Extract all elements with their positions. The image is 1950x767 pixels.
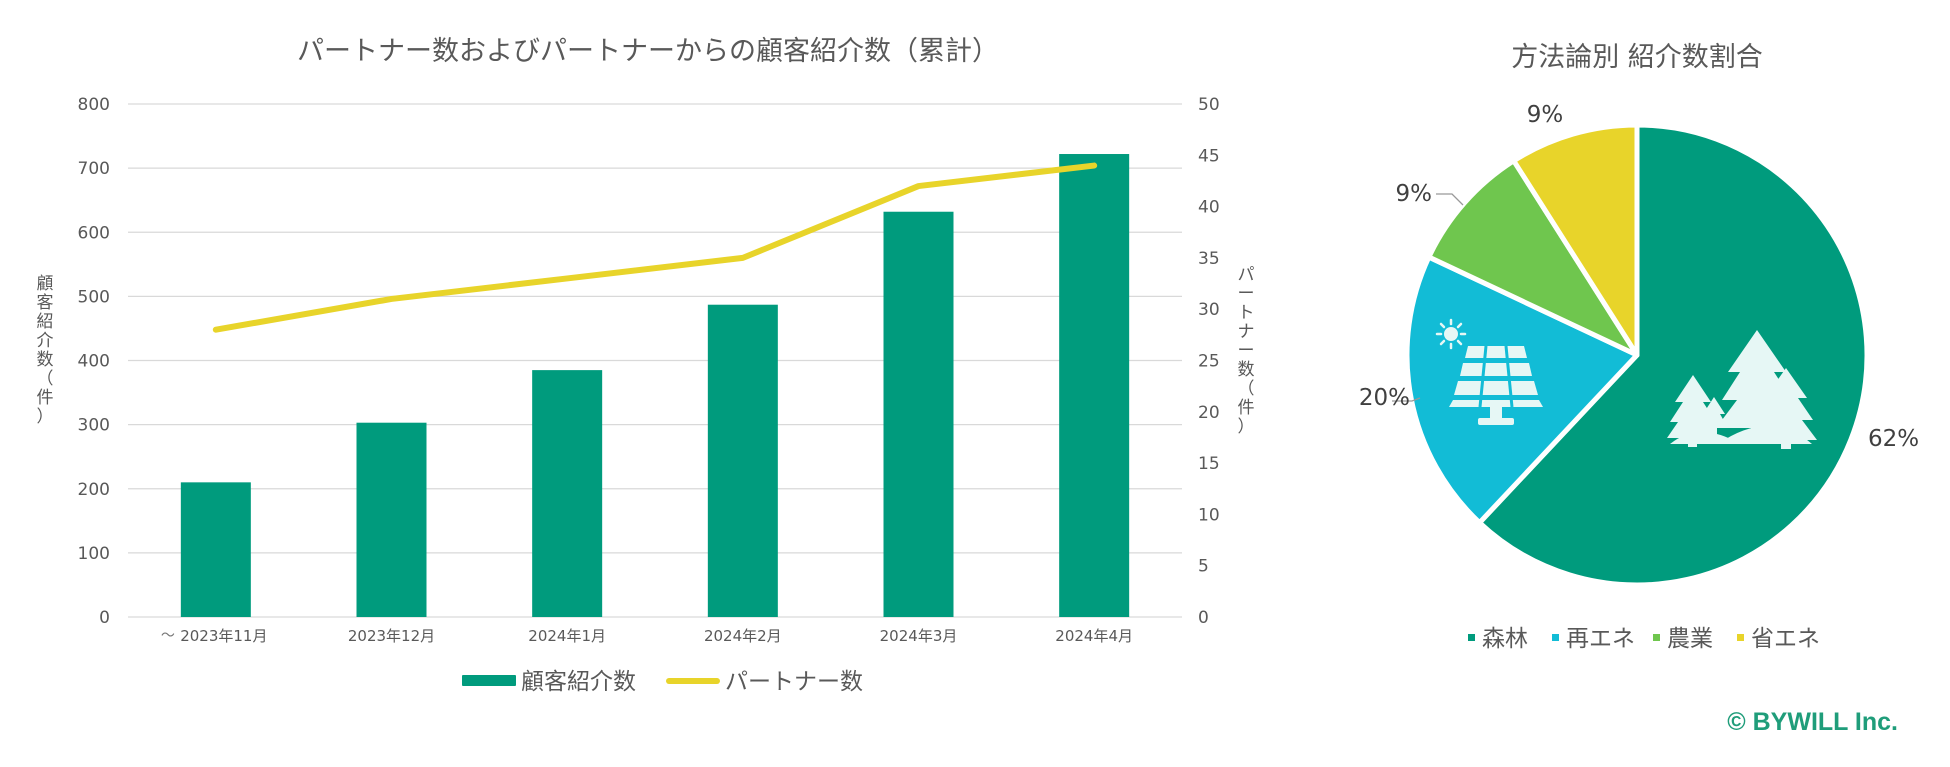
bar	[707, 304, 778, 617]
left-tick-label: 100	[78, 544, 110, 564]
left-tick-label: 0	[99, 608, 110, 628]
left-axis-ticks: 0 100 200 300 400 500 600 700 800	[78, 95, 110, 628]
pie-legend-label: 省エネ	[1751, 626, 1820, 652]
x-tick-label: 2023年11月	[180, 627, 267, 645]
right-tick-label: 25	[1198, 352, 1220, 372]
pie-slice-label: 9%	[1527, 102, 1564, 128]
right-tick-label: 5	[1198, 557, 1209, 577]
pie-legend-swatch	[1737, 634, 1744, 641]
pie-labels: 62% 20% 9% 9%	[1359, 102, 1919, 452]
grid	[128, 103, 1182, 618]
bar	[356, 422, 427, 617]
left-tick-label: 300	[78, 416, 110, 436]
pie-legend-swatch	[1653, 634, 1660, 641]
pie-leader-line	[1436, 193, 1464, 206]
pie-chart: 方法論別 紹介数割合 62% 20% 9% 9%	[1359, 42, 1919, 652]
pie-slice-label: 62%	[1868, 426, 1919, 452]
combo-chart-title: パートナー数およびパートナーからの顧客紹介数（累計）	[297, 36, 999, 67]
right-tick-label: 0	[1198, 608, 1209, 628]
pie-slice-label: 20%	[1359, 385, 1410, 411]
x-tick-label: 2024年4月	[1055, 627, 1133, 645]
pie-slice	[1426, 158, 1640, 358]
combo-chart: パートナー数およびパートナーからの顧客紹介数（累計） 0100200300400…	[37, 36, 1255, 695]
left-axis-label: 顧客紹介数（件）	[37, 274, 54, 427]
legend-bar-label: 顧客紹介数	[521, 669, 636, 695]
bar	[180, 482, 251, 617]
pie-slices	[1404, 122, 1870, 588]
left-tick-label: 400	[78, 352, 110, 372]
right-tick-label: 35	[1198, 249, 1220, 269]
bar	[532, 370, 603, 617]
legend-line-label: パートナー数	[725, 669, 863, 695]
copyright-text: © BYWILL Inc.	[1727, 708, 1898, 736]
pie-legend-label: 農業	[1667, 626, 1713, 652]
axis-break-marker: 〜	[161, 628, 175, 644]
pie-legend: 森林 再エネ 農業 省エネ	[1468, 626, 1820, 652]
x-tick-label: 2023年12月	[348, 627, 435, 645]
pie-legend-label: 森林	[1482, 626, 1528, 652]
right-tick-label: 40	[1198, 198, 1220, 218]
pie-legend-swatch	[1552, 634, 1559, 641]
bar-series	[180, 154, 1130, 618]
pie-slice	[1477, 122, 1870, 588]
right-axis-ticks: 0 5 10 15 20 25 30 35 40 45 50	[1198, 95, 1220, 628]
pie-chart-title: 方法論別 紹介数割合	[1511, 42, 1763, 73]
pie-leader-line	[1392, 397, 1421, 402]
line-series	[212, 162, 1098, 333]
x-tick-label: 2024年2月	[704, 627, 782, 645]
solar-panel-icon	[1435, 318, 1543, 425]
x-tick-label: 2024年1月	[528, 627, 606, 645]
bar	[883, 211, 954, 618]
combo-legend: 顧客紹介数 パートナー数	[462, 669, 863, 695]
pie-legend-label: 再エネ	[1566, 626, 1635, 652]
pie-leader-lines	[1392, 193, 1464, 402]
right-axis-label: パートナー数（件）	[1238, 265, 1255, 437]
right-tick-label: 45	[1198, 146, 1220, 166]
left-tick-label: 600	[78, 223, 110, 243]
pie-slice	[1511, 122, 1640, 358]
left-tick-label: 500	[78, 287, 110, 307]
right-tick-label: 50	[1198, 95, 1220, 115]
right-tick-label: 15	[1198, 454, 1220, 474]
partner-line	[212, 162, 1098, 333]
x-tick-label: 2024年3月	[880, 627, 958, 645]
pie-slice-label: 9%	[1396, 181, 1433, 207]
bar	[1059, 154, 1130, 617]
pie-legend-swatch	[1468, 634, 1475, 641]
left-tick-label: 800	[78, 95, 110, 115]
right-tick-label: 20	[1198, 403, 1220, 423]
right-tick-label: 10	[1198, 505, 1220, 525]
right-tick-label: 30	[1198, 300, 1220, 320]
left-tick-label: 200	[78, 480, 110, 500]
forest-icon	[1667, 330, 1817, 449]
legend-line-swatch	[666, 678, 720, 684]
x-axis-ticks: 2023年11月 2023年12月 2024年1月 2024年2月 2024年3月 202…	[180, 627, 1133, 645]
left-tick-label: 700	[78, 159, 110, 179]
legend-bar-swatch	[462, 675, 516, 686]
